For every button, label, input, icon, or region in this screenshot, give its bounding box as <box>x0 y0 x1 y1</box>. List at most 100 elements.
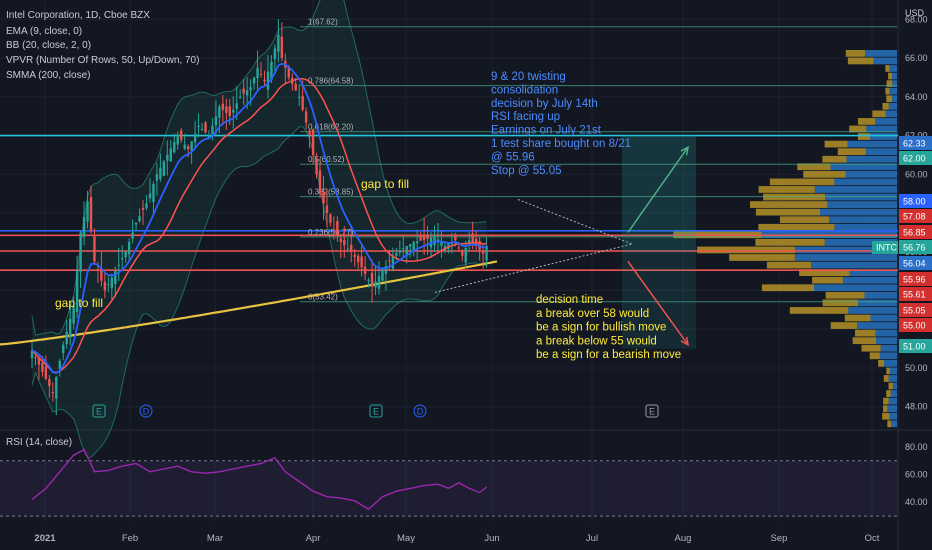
candle-body <box>159 167 162 180</box>
vp-bar-up <box>846 155 897 163</box>
price-tick-label: 68.00 <box>905 14 928 24</box>
price-tag <box>899 194 932 208</box>
price-tag-label: 62.33 <box>903 139 926 149</box>
candle-body <box>186 146 190 150</box>
candle-body <box>107 284 110 286</box>
vp-bar-down <box>872 110 886 118</box>
vp-bar-up <box>824 239 897 246</box>
vp-bar-down <box>729 254 795 261</box>
candle-body <box>96 269 100 272</box>
candle-body <box>277 34 280 52</box>
earnings-marker-label: E <box>649 407 655 417</box>
price-tick-label: 50.00 <box>905 363 928 373</box>
candle-body <box>409 244 412 247</box>
vp-bar-up <box>870 133 897 140</box>
candle-body <box>41 363 44 372</box>
vp-bar-down <box>830 322 858 329</box>
vp-bar-down <box>878 359 885 367</box>
dividend-marker-label: D <box>143 407 150 417</box>
time-tick-label: Sep <box>771 533 788 544</box>
bearish-arrow <box>627 261 689 346</box>
candle-body <box>353 254 356 257</box>
time-tick-label: Mar <box>207 533 223 544</box>
vp-bar-down <box>797 163 831 171</box>
note-blue-line: 9 & 20 twisting <box>491 71 566 83</box>
price-axis[interactable]: 40.0060.0080.0048.0050.0052.0054.0056.00… <box>872 14 932 507</box>
vp-bar-down <box>749 201 828 208</box>
candle-body <box>127 242 131 255</box>
vp-bar-up <box>892 382 897 390</box>
candle-body <box>464 247 467 263</box>
time-tick-label: 2021 <box>34 533 56 544</box>
vp-bar-down <box>885 65 890 72</box>
bollinger-bands <box>31 0 487 459</box>
rsi-tick-label: 40.00 <box>905 497 928 507</box>
vp-bar-down <box>755 208 821 216</box>
vp-bar-down <box>852 337 877 345</box>
time-tick-label: Feb <box>122 533 138 544</box>
candle-body <box>166 154 169 161</box>
candle-body <box>343 240 346 246</box>
candle-body <box>183 144 186 149</box>
candle-body <box>315 158 318 175</box>
candle-body <box>270 61 273 80</box>
vp-bar-down <box>882 102 889 110</box>
price-tag-label: 62.00 <box>903 154 926 164</box>
candle-body <box>75 269 79 313</box>
candle-body <box>350 244 353 252</box>
candle-body <box>325 205 329 214</box>
price-tick-label: 62.00 <box>905 131 928 141</box>
candle-body <box>121 258 124 260</box>
vp-bar-up <box>857 322 897 329</box>
vp-bar-up <box>865 148 897 156</box>
vp-bar-down <box>845 50 866 57</box>
price-tag-label: 55.05 <box>903 306 926 316</box>
candle-body <box>190 141 193 151</box>
candle-body <box>252 77 256 84</box>
candle-body <box>471 233 474 244</box>
candle-body <box>377 276 381 289</box>
fib-label: 0.236(56.77) <box>308 228 354 237</box>
price-tag <box>899 318 932 332</box>
price-tag <box>899 339 932 353</box>
fib-label: 0.786(64.58) <box>308 77 354 86</box>
vp-bar-down <box>825 291 865 299</box>
candle-body <box>145 203 148 209</box>
vp-bar-up <box>873 57 897 65</box>
candle-body <box>415 241 419 244</box>
candle-body <box>152 183 155 202</box>
vp-bar-up <box>891 420 897 428</box>
vp-bar-up <box>866 125 897 133</box>
vp-bar-up <box>827 201 897 208</box>
rsi-pane <box>0 448 898 517</box>
vp-bar-down <box>883 375 889 382</box>
price-tag-label: 56.76 <box>903 243 926 253</box>
earnings-marker-label: E <box>373 407 379 417</box>
candle-body <box>193 133 197 143</box>
candle-body <box>68 318 72 338</box>
price-tag-label: 55.00 <box>903 321 926 331</box>
ema-9-line <box>31 62 487 375</box>
candle-body <box>58 360 61 369</box>
time-axis[interactable]: 2021 Feb Mar Apr May Jun Jul Aug Sep Oct <box>34 533 879 544</box>
vp-bar-down <box>847 57 874 65</box>
price-tag <box>899 256 932 270</box>
candle-body <box>388 260 391 262</box>
candle-body <box>360 256 363 268</box>
vp-bar-up <box>870 314 897 322</box>
price-tick-label: 48.00 <box>905 402 928 412</box>
vp-bar-up <box>888 397 897 405</box>
candle-body <box>436 239 440 241</box>
vp-bar-up <box>892 72 897 80</box>
candle-body <box>218 106 221 118</box>
candle-body <box>481 251 485 254</box>
price-tag-label: 56.85 <box>903 228 926 238</box>
earnings-marker <box>645 404 659 418</box>
vp-bar-up <box>829 216 897 224</box>
vp-bar-down <box>858 118 876 125</box>
fib-label: 0.618(62.20) <box>308 123 354 132</box>
vp-bar-up <box>834 178 897 186</box>
price-tag <box>899 240 932 254</box>
